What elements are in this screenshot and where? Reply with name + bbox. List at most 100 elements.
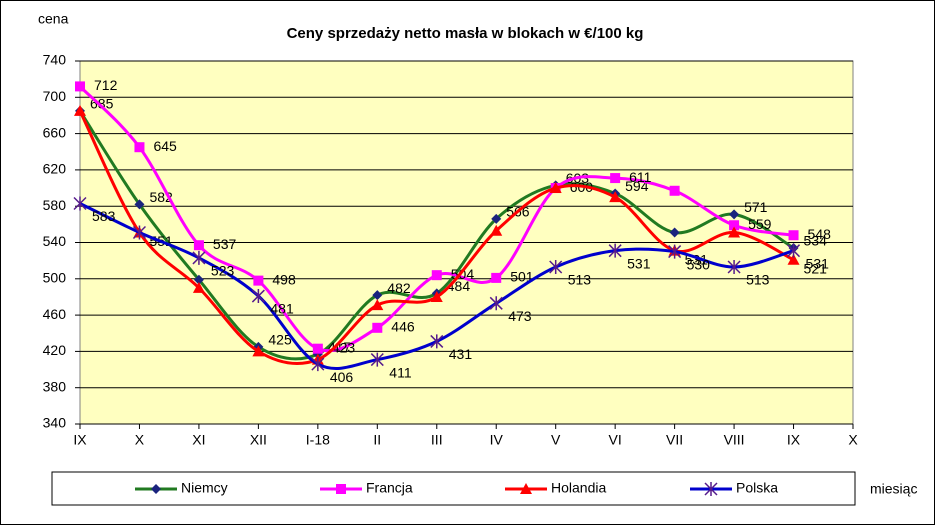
x-tick-label: VIII — [724, 432, 745, 448]
y-tick-label: 340 — [43, 415, 67, 431]
data-label: 571 — [744, 199, 768, 215]
y-tick-label: 420 — [43, 342, 67, 358]
data-point — [609, 191, 622, 203]
y-tick-label: 500 — [43, 270, 67, 286]
data-point — [132, 225, 146, 240]
y-tick-label: 700 — [43, 88, 67, 104]
data-point — [608, 243, 622, 258]
data-label: 481 — [270, 301, 294, 317]
y-tick-label: 660 — [43, 124, 67, 140]
data-point — [610, 173, 621, 184]
data-label: 482 — [387, 280, 411, 296]
data-label: 645 — [153, 138, 177, 154]
data-point — [431, 270, 442, 281]
data-point — [192, 281, 205, 293]
data-label: 537 — [213, 236, 237, 252]
data-label: 411 — [389, 364, 412, 380]
data-label: 501 — [510, 269, 534, 285]
data-label: 531 — [806, 255, 830, 271]
x-tick-label: VII — [666, 432, 683, 448]
x-tick-label: XI — [192, 432, 205, 448]
data-point — [134, 199, 145, 210]
x-tick-label: III — [431, 432, 443, 448]
data-label: 406 — [330, 369, 354, 385]
y-tick-label: 620 — [43, 161, 67, 177]
data-point — [74, 104, 86, 116]
data-point — [491, 272, 502, 283]
legend-label: Niemcy — [181, 480, 228, 496]
data-point — [729, 220, 740, 231]
data-point — [669, 185, 680, 196]
data-point — [727, 260, 741, 275]
data-label: 583 — [92, 208, 116, 224]
data-label: 548 — [808, 226, 832, 242]
data-label: 521 — [804, 260, 828, 276]
data-point — [669, 227, 680, 238]
data-point — [728, 226, 741, 238]
data-label: 425 — [268, 332, 292, 348]
y-tick-label: 460 — [43, 306, 67, 322]
x-tick-label: X — [848, 432, 858, 448]
data-point — [489, 296, 503, 311]
y-tick-label: 740 — [43, 52, 67, 68]
data-point — [312, 343, 323, 354]
x-tick-label: XII — [250, 432, 267, 448]
data-point — [134, 142, 145, 153]
data-label: 531 — [627, 255, 651, 271]
x-tick-label: IX — [73, 432, 87, 448]
x-tick-label: I-18 — [306, 432, 330, 448]
data-point — [668, 244, 682, 259]
y-tick-label: 540 — [43, 233, 67, 249]
x-tick-label: IV — [490, 432, 504, 448]
legend-marker — [520, 483, 532, 494]
y-tick-label: 380 — [43, 378, 67, 394]
x-tick-label: VI — [609, 432, 622, 448]
data-point — [491, 213, 502, 224]
data-label: 530 — [687, 256, 711, 272]
data-point — [549, 260, 563, 275]
data-label: 559 — [748, 216, 772, 232]
data-label: 513 — [746, 272, 770, 288]
data-label: 523 — [211, 263, 235, 279]
data-point — [490, 224, 503, 236]
series-line — [78, 85, 794, 353]
data-point — [253, 275, 264, 286]
data-point — [430, 290, 443, 302]
data-point — [370, 352, 384, 367]
data-label: 513 — [568, 272, 592, 288]
data-point — [372, 322, 383, 333]
data-label: 534 — [804, 233, 828, 249]
data-point — [371, 299, 384, 311]
data-point — [251, 289, 265, 304]
legend-label: Holandia — [551, 480, 606, 496]
data-point — [788, 230, 799, 241]
data-point — [193, 274, 204, 285]
data-point — [252, 345, 265, 357]
x-tick-label: X — [135, 432, 145, 448]
x-tick-label: II — [373, 432, 381, 448]
x-axis-label: miesiąc — [870, 481, 917, 497]
chart-title: Ceny sprzedaży netto masła w blokach w €… — [287, 25, 644, 42]
legend-marker — [704, 482, 718, 496]
data-label: 431 — [449, 346, 473, 362]
x-tick-label: V — [551, 432, 561, 448]
data-point — [430, 334, 444, 349]
legend-marker — [151, 484, 161, 494]
data-point — [729, 209, 740, 220]
legend-label: Francja — [366, 480, 413, 496]
data-label: 498 — [272, 271, 296, 287]
data-label: 611 — [629, 169, 652, 185]
x-tick-label: IX — [787, 432, 801, 448]
data-point — [73, 196, 87, 211]
data-label: 473 — [508, 308, 532, 324]
data-point — [193, 240, 204, 251]
data-point — [549, 182, 562, 194]
data-point — [372, 290, 383, 301]
legend-label: Polska — [736, 480, 778, 496]
data-label: 446 — [391, 319, 415, 335]
data-point — [787, 253, 800, 265]
data-label: 712 — [94, 77, 118, 93]
data-point — [787, 243, 801, 258]
data-point — [311, 357, 325, 372]
